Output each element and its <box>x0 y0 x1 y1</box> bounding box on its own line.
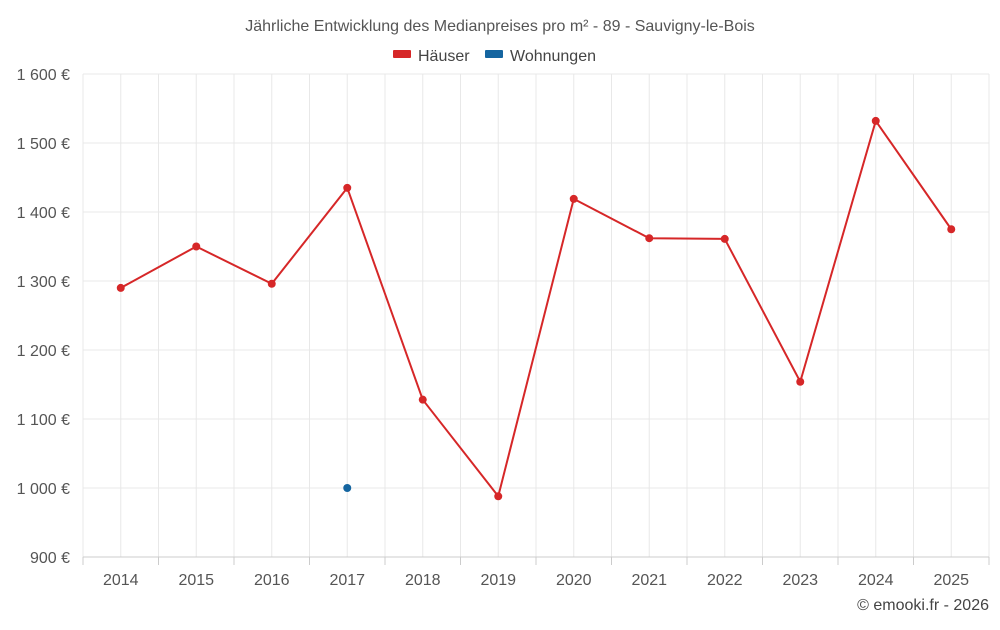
chart-title: Jährliche Entwicklung des Medianpreises … <box>245 18 755 35</box>
data-point-haeuser[interactable] <box>871 116 880 125</box>
series-layer <box>116 116 956 501</box>
data-point-haeuser[interactable] <box>494 492 503 501</box>
x-tick-label: 2016 <box>254 572 290 589</box>
series-line-haeuser <box>120 119 953 498</box>
y-axis-labels: 900 € 1 000 € 1 100 € 1 200 € 1 300 € 1 400 €… <box>17 67 70 567</box>
y-tick-label: 1 500 € <box>17 136 70 153</box>
x-tick-label: 2014 <box>103 572 139 589</box>
x-tick-label: 2017 <box>329 572 365 589</box>
y-tick-label: 1 300 € <box>17 274 70 291</box>
x-axis-labels: 2014 2015 2016 2017 2018 2019 2020 2021 2022 2023… <box>103 572 969 589</box>
data-point-haeuser[interactable] <box>569 194 578 203</box>
x-tick-label: 2019 <box>480 572 516 589</box>
y-tick-label: 1 600 € <box>17 67 70 84</box>
y-tick-label: 900 € <box>30 550 70 567</box>
data-point-haeuser[interactable] <box>192 242 201 251</box>
data-point-haeuser[interactable] <box>796 377 805 386</box>
data-point-haeuser[interactable] <box>947 225 956 234</box>
x-tick-label: 2015 <box>178 572 214 589</box>
credit-text: © emooki.fr - 2026 <box>857 597 989 614</box>
data-point-haeuser[interactable] <box>720 234 729 243</box>
x-tick-label: 2020 <box>556 572 592 589</box>
x-tick-label: 2024 <box>858 572 894 589</box>
data-point-haeuser[interactable] <box>343 183 352 192</box>
data-point-haeuser[interactable] <box>645 234 654 243</box>
data-point-haeuser[interactable] <box>267 279 276 288</box>
legend-item-wohnungen[interactable]: Wohnungen <box>485 48 596 65</box>
axes <box>82 556 990 565</box>
x-tick-label: 2021 <box>631 572 667 589</box>
legend: Häuser Wohnungen <box>393 48 596 65</box>
data-point-haeuser[interactable] <box>418 395 427 404</box>
data-point-wohnungen[interactable] <box>343 484 352 492</box>
y-tick-label: 1 000 € <box>17 481 70 498</box>
x-tick-label: 2025 <box>933 572 969 589</box>
legend-item-haeuser[interactable]: Häuser <box>393 48 470 65</box>
x-tick-label: 2022 <box>707 572 743 589</box>
y-tick-label: 1 200 € <box>17 343 70 360</box>
grid <box>82 73 990 557</box>
x-tick-label: 2018 <box>405 572 441 589</box>
legend-label-haeuser: Häuser <box>418 48 470 65</box>
legend-label-wohnungen: Wohnungen <box>510 48 596 65</box>
data-point-haeuser[interactable] <box>116 283 125 292</box>
legend-swatch-haeuser <box>393 50 411 58</box>
y-tick-label: 1 400 € <box>17 205 70 222</box>
x-tick-label: 2023 <box>782 572 818 589</box>
legend-swatch-wohnungen <box>485 50 503 58</box>
y-tick-label: 1 100 € <box>17 412 70 429</box>
